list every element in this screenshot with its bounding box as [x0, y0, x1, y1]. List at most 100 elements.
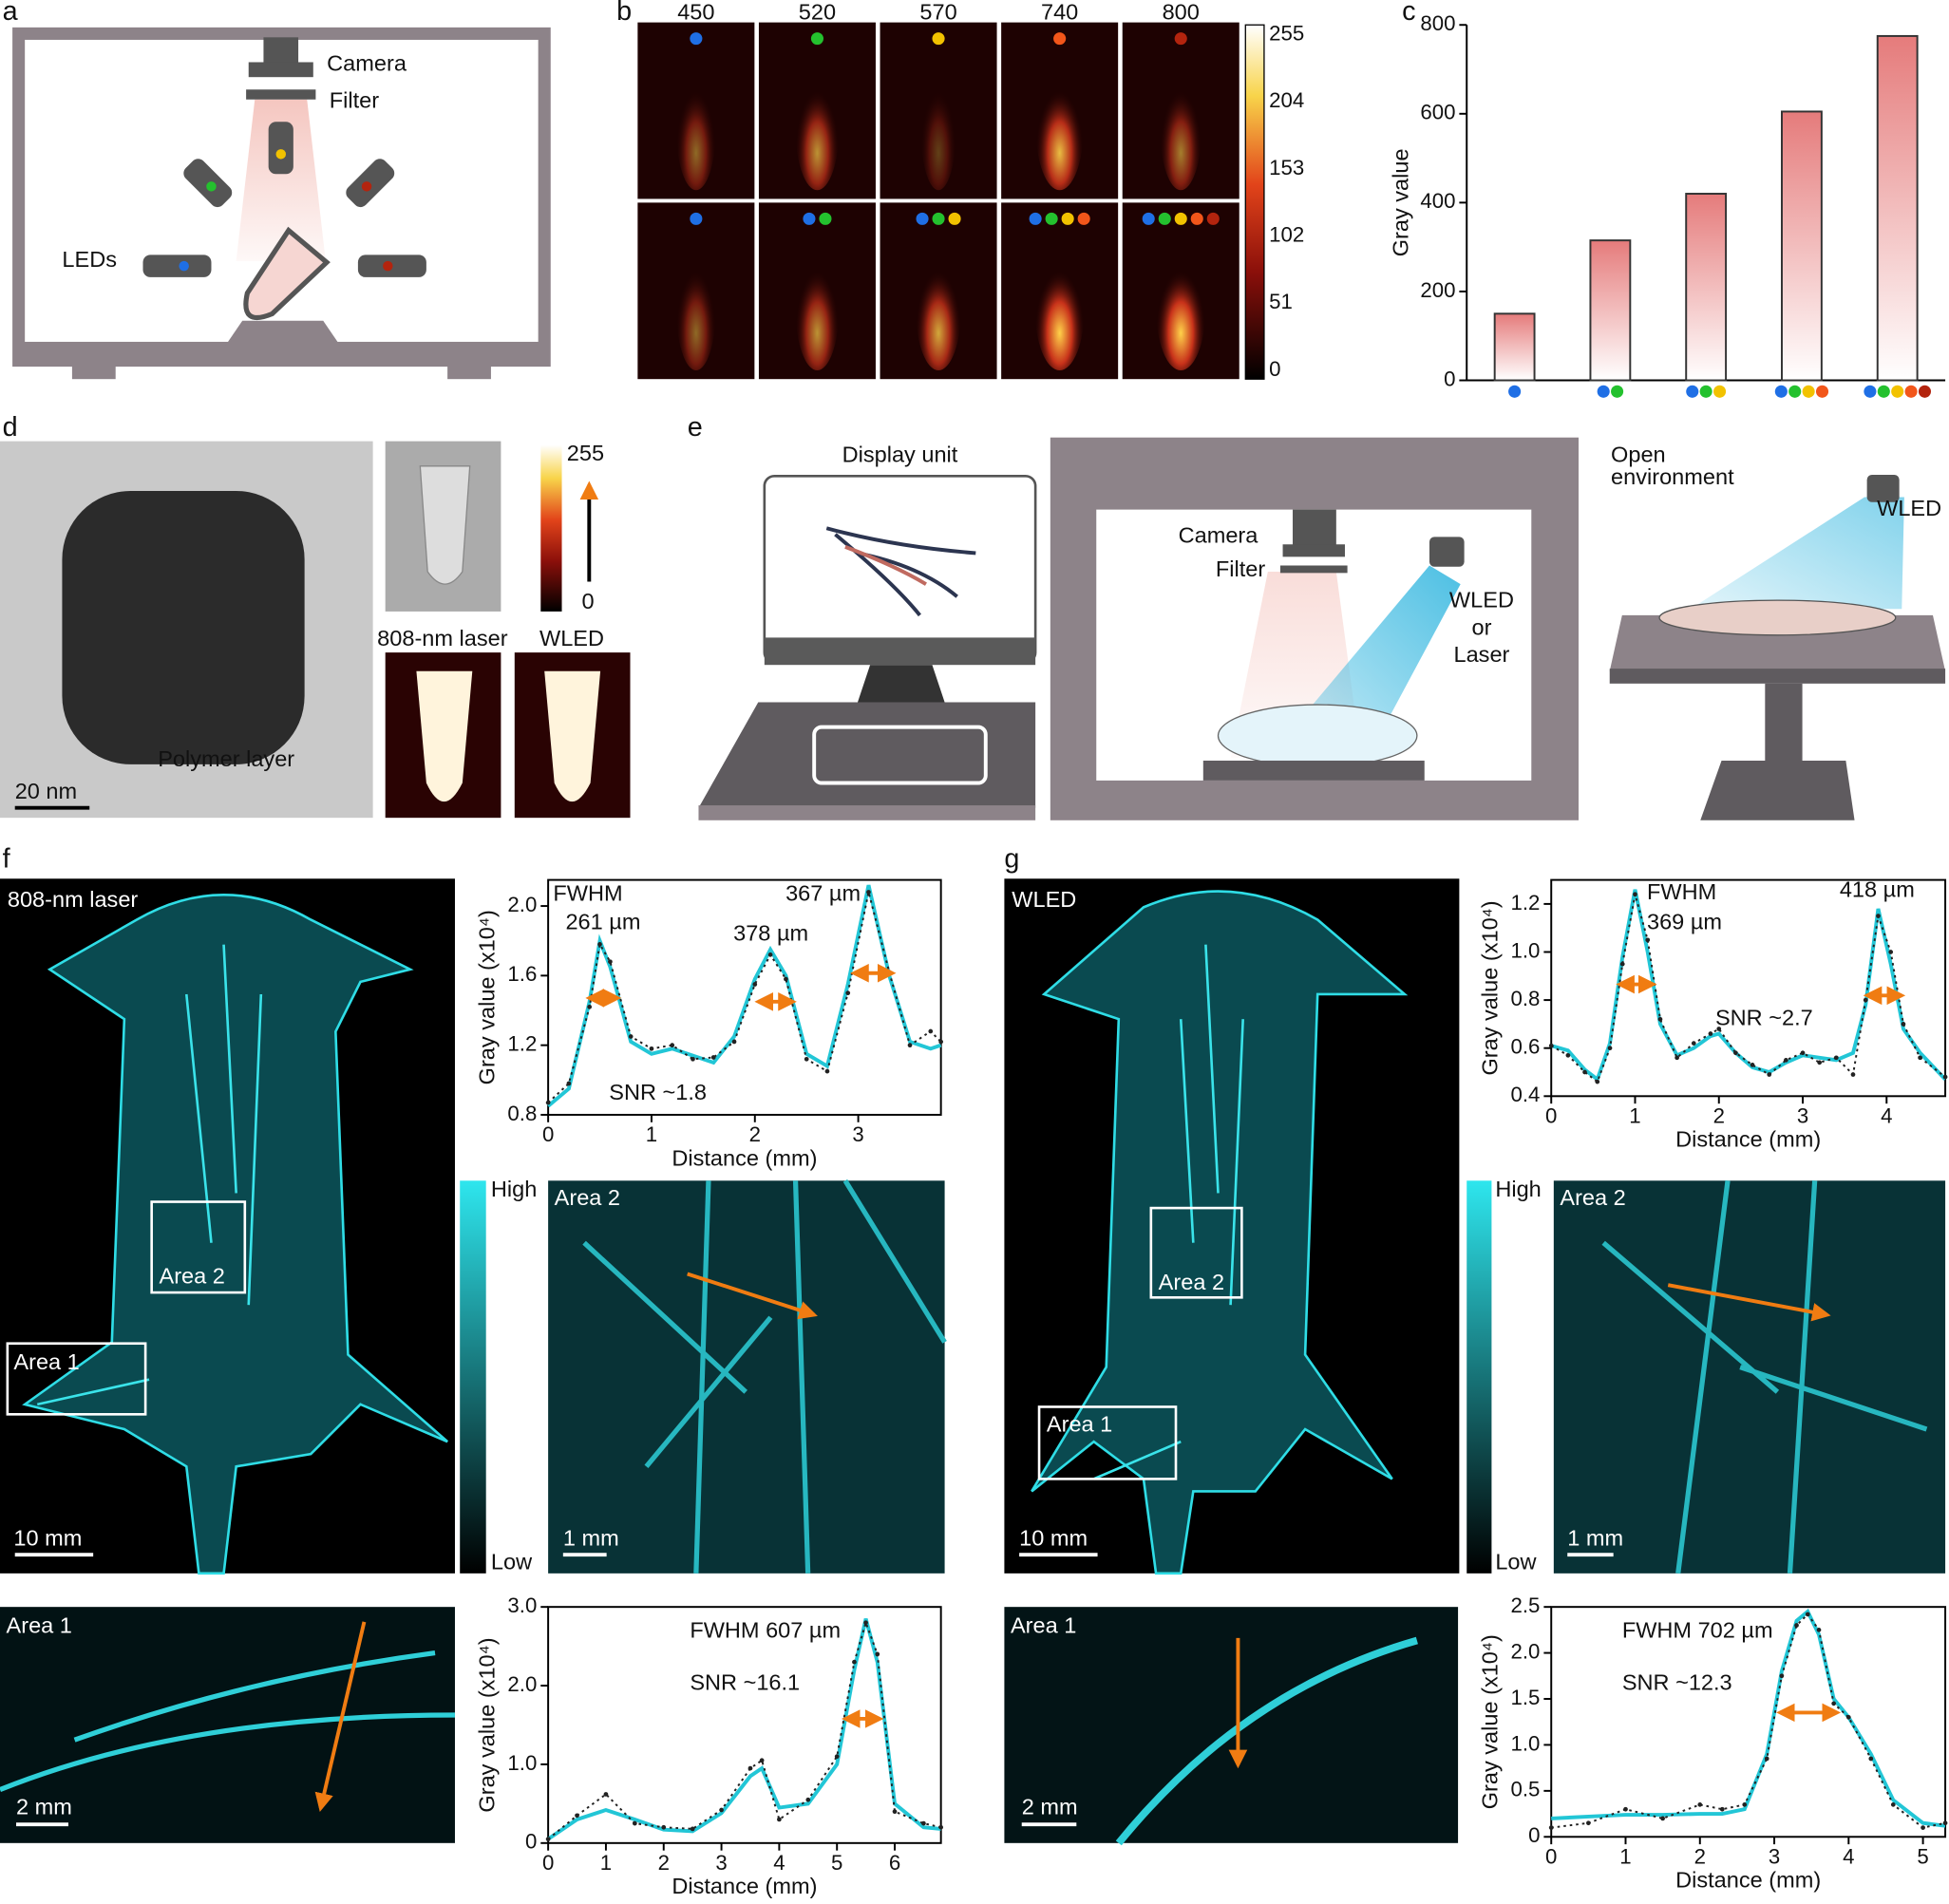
plot-frame	[547, 878, 942, 1116]
x-tick-label: 3	[1797, 1103, 1808, 1127]
panel-letter: f	[3, 843, 11, 874]
point	[921, 1820, 926, 1826]
label: Display unit	[842, 443, 958, 467]
point	[1697, 1802, 1703, 1807]
point	[587, 1004, 593, 1009]
point	[1764, 1756, 1769, 1762]
panel-f-images: 808-nm laser Area 2 Area 1 10 mm High Lo…	[0, 878, 947, 1843]
label: Area 2	[1560, 1185, 1625, 1210]
y-tick-label: 2.0	[507, 1672, 537, 1696]
category-dot	[1699, 385, 1712, 398]
x-axis-label: Distance (mm)	[672, 1145, 817, 1170]
point	[691, 1056, 695, 1062]
point	[545, 1100, 551, 1105]
y-tick-label: 1.2	[1511, 891, 1541, 914]
point	[1901, 1022, 1906, 1027]
annotation: FWHM 702 µm	[1622, 1618, 1773, 1643]
point	[690, 1826, 695, 1832]
label: Polymer layer	[158, 746, 294, 771]
x-tick-label: 1	[600, 1851, 612, 1875]
annotation: SNR ~16.1	[690, 1670, 800, 1695]
dot	[1077, 212, 1090, 225]
point	[1800, 1050, 1806, 1056]
y-tick-label: 800	[1420, 11, 1455, 35]
point	[804, 1056, 809, 1062]
point	[1921, 1825, 1925, 1830]
image-glow	[920, 66, 956, 191]
category-dot	[1891, 385, 1904, 398]
label: environment	[1611, 464, 1734, 489]
annotation: FWHM	[1647, 879, 1716, 904]
point	[845, 990, 851, 996]
dot	[1061, 212, 1074, 225]
panel-letter: g	[1004, 843, 1019, 874]
point	[1595, 1079, 1600, 1084]
point	[1890, 1802, 1896, 1807]
point	[1548, 1043, 1554, 1048]
x-tick-label: 0	[542, 1122, 554, 1146]
point	[1817, 1060, 1823, 1065]
label: WLED	[1012, 887, 1076, 912]
image-glow	[1035, 66, 1084, 191]
dot	[1174, 32, 1187, 46]
point	[1619, 961, 1625, 967]
dot	[916, 212, 929, 225]
y-tick-label: 0.8	[507, 1102, 537, 1125]
dot	[948, 212, 961, 225]
image-glow	[1034, 246, 1085, 371]
panel-letter: a	[3, 0, 18, 27]
point	[1675, 1055, 1679, 1061]
chart: 0.8 1.2 1.6 2.0 Gray value (x10⁴) 0 1 2 3 Distanc…	[475, 878, 944, 1170]
y-axis-label: Gray value (x10⁴)	[1478, 1634, 1503, 1809]
x-tick-label: 3	[1769, 1844, 1780, 1868]
label: Area 2	[160, 1264, 225, 1289]
dot	[1142, 212, 1155, 225]
y-tick-label: 0	[525, 1830, 537, 1854]
dot	[819, 212, 832, 225]
category-dot	[1686, 385, 1699, 398]
point	[628, 1034, 634, 1039]
colorbar-tick: 204	[1269, 88, 1304, 112]
point	[632, 1820, 637, 1826]
panel-b: 450 520 570 740 800 255 204 153 102 51 0	[637, 0, 1304, 381]
dot	[1190, 212, 1203, 225]
x-tick-label: 4	[1881, 1103, 1892, 1127]
point	[1716, 1027, 1722, 1031]
y-tick-label: 400	[1420, 189, 1455, 213]
label: Filter	[330, 88, 379, 113]
point	[670, 1043, 675, 1048]
label: Area 1	[1011, 1612, 1076, 1637]
scale-label: 20 nm	[15, 779, 77, 803]
point	[1691, 1041, 1696, 1046]
point	[1831, 1701, 1837, 1706]
dot	[932, 212, 945, 225]
line	[1551, 1612, 1946, 1829]
category-dot	[1508, 385, 1522, 398]
annotation: SNR ~12.3	[1622, 1670, 1732, 1695]
colorbar-label: Low	[491, 1550, 533, 1574]
annotation: 418 µm	[1840, 877, 1915, 902]
colorbar-tick: 153	[1269, 156, 1304, 179]
category-dot	[1918, 385, 1932, 398]
annotation: 261 µm	[565, 910, 640, 934]
label: Area 2	[555, 1185, 620, 1210]
point	[747, 1765, 753, 1771]
y-axis-label: Gray value	[1388, 148, 1412, 256]
y-tick-label: 1.0	[1511, 1731, 1541, 1755]
annotation: FWHM 607 µm	[690, 1618, 841, 1643]
panel-a: Camera Filter LEDs	[12, 27, 551, 380]
x-tick-label: 6	[889, 1851, 900, 1875]
label: Area 1	[1047, 1411, 1112, 1436]
annotation: SNR ~1.8	[609, 1080, 707, 1104]
category-dot	[1611, 385, 1624, 398]
x-tick-label: 5	[1917, 1844, 1928, 1868]
scale-label: 10 mm	[13, 1526, 82, 1551]
point	[1784, 1057, 1788, 1063]
image-glow	[675, 246, 716, 371]
x-tick-label: 0	[1545, 1844, 1557, 1868]
point	[824, 1068, 830, 1074]
category-dot	[1815, 385, 1829, 398]
y-tick-label: 0.8	[1511, 987, 1541, 1010]
x-tick-label: 4	[1843, 1844, 1854, 1868]
